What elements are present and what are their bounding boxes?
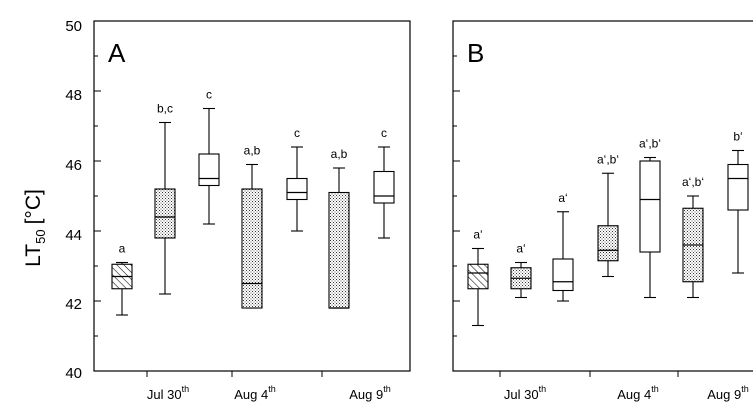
significance-label: a‘ [516, 242, 525, 256]
significance-label: c [381, 126, 387, 140]
y-tick-label: 40 [65, 365, 82, 382]
significance-label: a‘,b‘ [682, 175, 704, 189]
date-label-aug9: Aug 9th [707, 384, 749, 402]
box-iqr [328, 191, 350, 309]
box-plot: a‘ [467, 228, 489, 327]
y-axis-title-main: LT [22, 244, 45, 267]
panel-b-label: B [467, 38, 484, 68]
date-label-aug4: Aug 4th [234, 384, 276, 402]
significance-label: a‘,b‘ [597, 152, 619, 166]
box-iqr [241, 188, 263, 309]
significance-label: a‘ [473, 228, 482, 242]
panel-a-date-labels: Jul 30th Aug 4th Aug 9th [147, 384, 391, 402]
box-plot: a‘,b‘ [597, 152, 619, 278]
box-plot: b‘ [727, 130, 749, 274]
y-axis-title: LT50 [°C] [22, 189, 48, 267]
significance-label: a,b [331, 147, 348, 161]
y-tick-label: 42 [65, 296, 82, 313]
y-tick-label: 50 [65, 18, 82, 35]
box-plot: c [373, 126, 395, 239]
box-plot: a‘,b‘ [682, 175, 704, 299]
box-plot: a,b [241, 144, 263, 309]
y-axis-title-subscript: 50 [33, 229, 48, 243]
panel-b-boxes: a‘ a‘ a‘ a‘,b‘ a‘,b‘ a‘,b‘ b‘ [467, 130, 749, 327]
box-iqr [467, 263, 489, 290]
y-tick-label: 48 [65, 87, 82, 104]
significance-label: a‘,b‘ [639, 137, 661, 151]
panel-a-label: A [108, 38, 126, 68]
box-plot: a‘ [552, 191, 574, 302]
box-iqr [154, 188, 176, 239]
significance-label: a [119, 242, 126, 256]
significance-label: c [206, 88, 212, 102]
box-iqr [198, 153, 220, 187]
panel-a-boxes: a b,c c a,b c a,b c [111, 88, 395, 316]
box-plot: c [286, 126, 308, 232]
box-iqr [552, 258, 574, 292]
panel-b: B a‘ a‘ a‘ a‘,b‘ a‘,b‘ a‘,b‘ b‘ Jul 30th Aug 4… [452, 20, 753, 402]
significance-label: b‘ [733, 130, 742, 144]
box-plot: a‘,b‘ [639, 137, 661, 299]
date-label-aug9: Aug 9th [349, 384, 391, 402]
y-axis-title-unit: [°C] [22, 189, 45, 224]
box-plot: a‘ [510, 242, 532, 299]
box-iqr [639, 160, 661, 253]
box-plot: c [198, 88, 220, 225]
panel-b-frame [452, 20, 753, 372]
significance-label: a‘ [558, 191, 567, 205]
y-tick-label: 44 [65, 227, 82, 244]
panel-b-ticks [453, 20, 679, 377]
box-plot: a [111, 242, 133, 316]
panel-b-date-labels: Jul 30th Aug 4th Aug 9th [504, 384, 749, 402]
box-iqr [286, 177, 308, 201]
box-iqr [373, 170, 395, 204]
box-iqr [597, 225, 619, 262]
panel-a: A a b,c c a,b c a,b c Jul 30th Aug 4th Aug 9th [93, 20, 411, 402]
panel-a-ticks [94, 20, 323, 377]
date-label-jul30: Jul 30th [504, 384, 546, 402]
date-label-aug4: Aug 4th [617, 384, 659, 402]
significance-label: a,b [244, 144, 261, 158]
y-tick-label: 46 [65, 157, 82, 174]
box-plot: b,c [154, 102, 176, 295]
box-plot: a,b [328, 147, 350, 309]
date-label-jul30: Jul 30th [147, 384, 189, 402]
box-iqr [727, 163, 749, 211]
y-tick-labels: 40 42 44 46 48 50 [65, 18, 82, 382]
significance-label: b,c [157, 102, 173, 116]
significance-label: c [294, 126, 300, 140]
